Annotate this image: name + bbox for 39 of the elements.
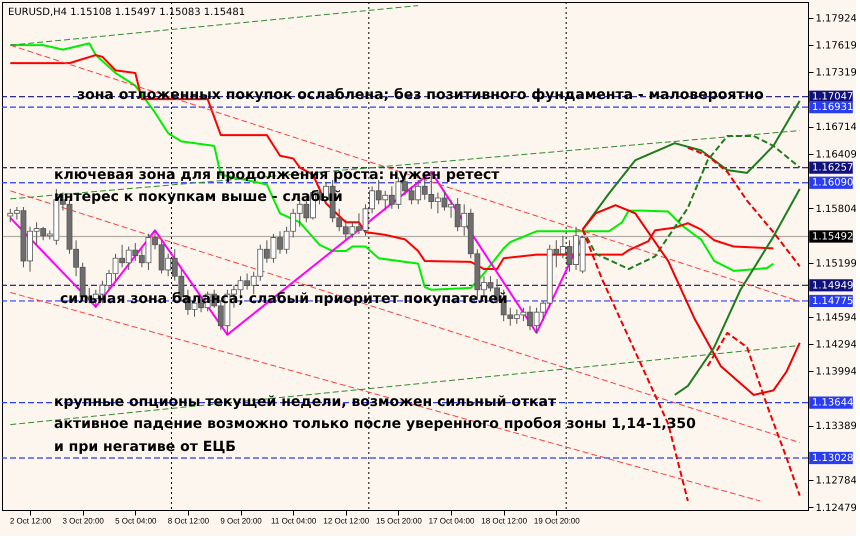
ref-line-label: 1.16931 (812, 102, 854, 114)
y-tick-label: 1.14594 (816, 312, 857, 324)
line-series (674, 188, 801, 396)
y-tick-label: 1.12479 (816, 502, 857, 514)
annotation: и при негативе от ЕЦБ (54, 439, 236, 455)
y-tick-label: 1.17319 (816, 68, 857, 79)
x-tick-label: 8 Oct 12:00 (168, 516, 210, 526)
y-tick-label: 1.16714 (816, 122, 857, 134)
x-tick-label: 19 Oct 20:00 (534, 516, 580, 526)
y-tick-label: 1.13994 (816, 366, 857, 378)
ref-line-label: 1.16257 (812, 162, 854, 174)
x-tick-label: 11 Oct 04:00 (271, 516, 317, 526)
y-tick-label: 1.17619 (816, 40, 857, 52)
x-tick-label: 15 Oct 20:00 (376, 516, 422, 526)
x-tick-label: 17 Oct 04:00 (428, 516, 476, 526)
y-tick-label: 1.12784 (816, 475, 857, 486)
text: EURUSD,H4 1.15108 1.15497 1.15083 1.15481 (8, 7, 246, 18)
ref-line-label: 1.16090 (812, 178, 854, 189)
x-tick-label: 9 Oct 20:00 (220, 516, 262, 526)
ref-line-label: 1.13028 (812, 453, 854, 464)
line-series (686, 146, 801, 268)
y-tick-label: 1.17924 (816, 13, 857, 24)
x-tick-label: 3 Oct 20:00 (62, 516, 104, 526)
x-tick-label: 2 Oct 12:00 (10, 516, 52, 526)
y-tick-label: 1.14294 (816, 340, 857, 351)
ref-line-label: 1.17047 (812, 92, 854, 103)
x-tick-label: 18 Oct 12:00 (481, 516, 528, 526)
ref-line-label: 1.13644 (812, 398, 854, 409)
y-tick-label: 1.16409 (816, 150, 857, 161)
y-tick-label: 1.13389 (816, 421, 857, 432)
line-series (9, 170, 584, 336)
ref-line-label: 1.14775 (812, 296, 854, 307)
annotation: активное падение возможно только после уверенного пробоя зоны 1,14-1,350 (54, 416, 696, 432)
x-tick-label: 5 Oct 04:00 (115, 516, 158, 526)
x-tick-label: 12 Oct 12:00 (323, 516, 370, 526)
y-tick-label: 1.15199 (816, 258, 857, 270)
ref-line-label: 1.14949 (812, 280, 854, 292)
y-tick-label: 1.15804 (816, 204, 857, 215)
ref-line-label: 1.15492 (812, 231, 854, 242)
